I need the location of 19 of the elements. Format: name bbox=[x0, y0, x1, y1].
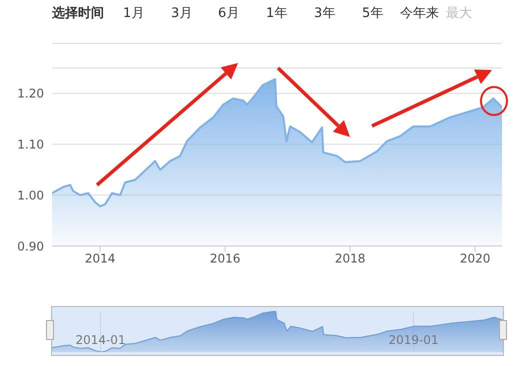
x-tick-label: 2018 bbox=[334, 252, 366, 266]
text: 3月 bbox=[171, 5, 192, 22]
text: 1年 bbox=[266, 5, 288, 22]
x-tick-label: 2020 bbox=[460, 252, 490, 266]
x-tick-label: 2019-01 bbox=[388, 333, 439, 347]
x-tick-label: 2014-01 bbox=[75, 333, 126, 347]
text: 5年 bbox=[362, 5, 384, 22]
y-tick-label: 1.00 bbox=[17, 188, 44, 202]
text: 1月 bbox=[123, 5, 144, 22]
text: 今年来 bbox=[400, 5, 439, 22]
text: 最大 bbox=[446, 5, 472, 22]
text: 6月 bbox=[218, 5, 240, 22]
text: 选择时间 bbox=[52, 5, 104, 22]
y-tick-label: 1.10 bbox=[17, 138, 44, 152]
text: 3年 bbox=[314, 5, 336, 22]
x-tick-label: 2016 bbox=[210, 252, 240, 266]
y-tick-label: 0.90 bbox=[17, 239, 44, 254]
x-tick-label: 2014 bbox=[84, 252, 116, 266]
y-tick-label: 1.20 bbox=[17, 86, 44, 101]
